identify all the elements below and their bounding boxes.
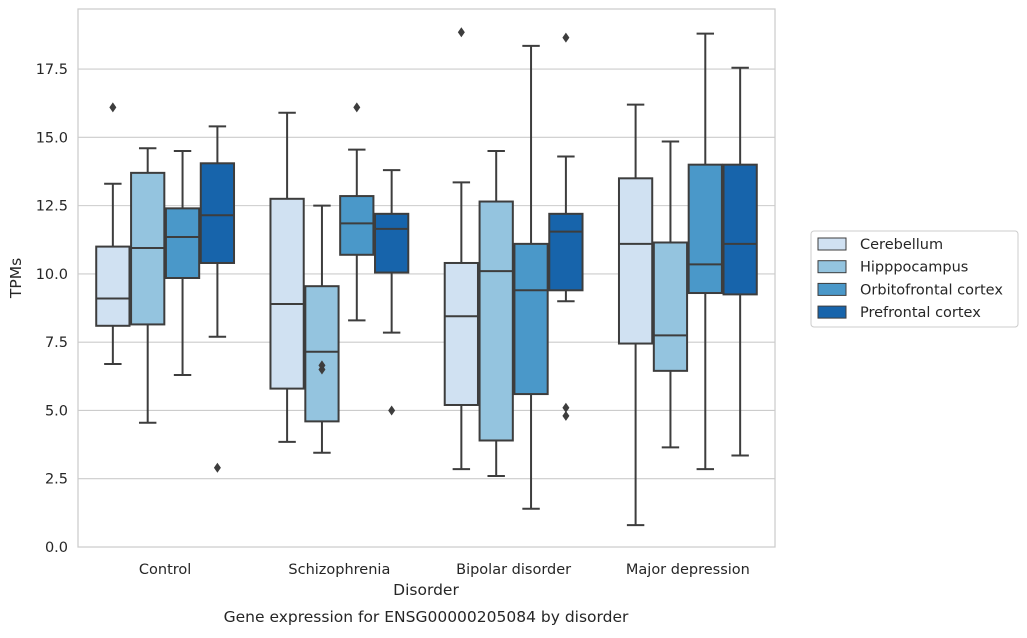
box-body [95, 245, 131, 327]
box [617, 103, 654, 527]
y-axis-ticks: 0.0 2.5 5.0 7.5 10.0 12.5 15.0 17.5 [36, 62, 68, 556]
y-axis-label: TPMs [7, 258, 25, 299]
x-tick-label: Schizophrenia [288, 562, 390, 578]
box-body [199, 162, 236, 264]
legend: Cerebellum Hipppocampus Orbitofrontal cort… [810, 230, 1019, 328]
y-tick-label: 15.0 [36, 130, 68, 146]
y-tick-label: 5.0 [45, 403, 68, 419]
box [548, 32, 584, 421]
x-tick-label: Control [139, 562, 191, 578]
y-tick-label: 12.5 [36, 199, 68, 215]
outlier-point [318, 360, 326, 371]
y-tick-label: 10.0 [36, 267, 68, 283]
box [130, 147, 166, 424]
box-body [687, 163, 723, 295]
plot-area-frame [77, 8, 776, 548]
outlier-point [562, 32, 570, 43]
box [339, 102, 375, 322]
box-body [339, 195, 375, 256]
legend-item-label: Orbitofrontal cortex [860, 282, 1003, 298]
y-tick-label: 7.5 [45, 335, 68, 351]
outlier-point [213, 462, 221, 473]
y-tick-label: 17.5 [36, 62, 68, 78]
box [95, 102, 131, 366]
legend-swatch [817, 237, 847, 251]
box-series [95, 27, 758, 527]
outlier-point [388, 405, 396, 416]
outlier-point [457, 27, 465, 38]
legend-swatch [817, 260, 847, 274]
y-tick-label: 2.5 [45, 472, 68, 488]
x-tick-label: Major depression [626, 562, 750, 578]
x-axis-ticks: Control Schizophrenia Bipolar disorder Majo… [139, 562, 750, 578]
box-body [652, 241, 689, 372]
box [652, 140, 689, 449]
box-body [164, 207, 201, 280]
outlier-point [353, 102, 361, 113]
box [443, 27, 479, 471]
box-body [443, 261, 479, 406]
outlier-point [562, 410, 570, 421]
box-body [269, 197, 305, 390]
y-tick-label: 0.0 [45, 540, 68, 556]
box-body [374, 212, 410, 274]
legend-swatch [817, 305, 847, 319]
box [687, 32, 723, 471]
legend-frame [810, 230, 1019, 328]
box [478, 150, 514, 477]
box-body [513, 242, 549, 396]
box [199, 125, 236, 473]
legend-item-label: Hipppocampus [860, 260, 968, 276]
box [269, 111, 305, 443]
box [304, 204, 340, 454]
box-body [304, 285, 340, 423]
legend-item-label: Prefrontal cortex [860, 305, 981, 321]
outlier-point [109, 102, 117, 113]
box [513, 44, 549, 510]
figure-caption: Gene expression for ENSG00000205084 by d… [224, 608, 629, 626]
legend-swatch [817, 282, 847, 296]
x-axis-label: Disorder [393, 581, 459, 599]
outlier-point [562, 402, 570, 413]
box [374, 169, 410, 416]
box-body [617, 177, 654, 345]
legend-item-label: Cerebellum [860, 237, 943, 253]
box-body [722, 163, 758, 296]
box [164, 150, 201, 376]
box [722, 66, 758, 457]
x-tick-label: Bipolar disorder [456, 562, 571, 578]
box-body [548, 212, 584, 292]
box-body [478, 200, 514, 442]
